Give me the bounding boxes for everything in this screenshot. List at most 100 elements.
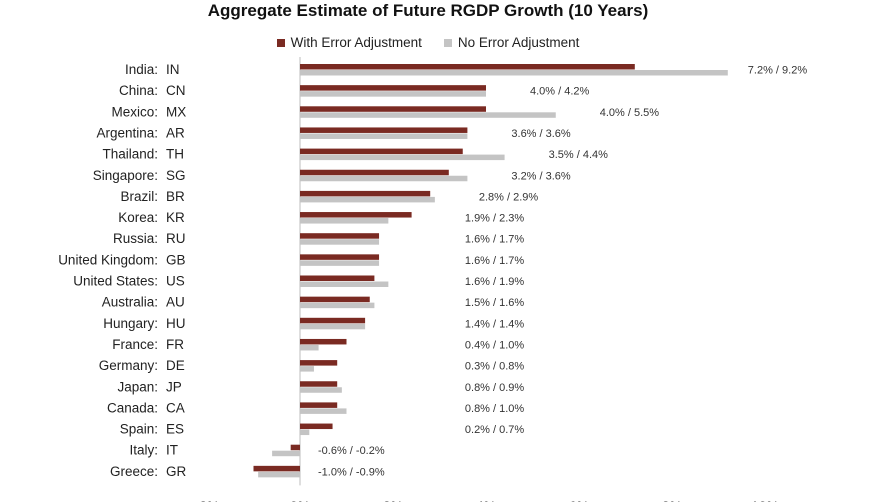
- data-label-in: 7.2% / 9.2%: [748, 65, 808, 77]
- category-code-br: BR: [166, 189, 185, 204]
- legend-label-no-error: No Error Adjustment: [457, 35, 580, 50]
- bar-with-error-es: [300, 423, 333, 430]
- x-tick-label: 4%: [476, 498, 496, 502]
- bar-no-error-us: [300, 281, 389, 287]
- bar-no-error-de: [300, 366, 314, 372]
- data-label-cn: 4.0% / 4.2%: [530, 86, 590, 98]
- bar-with-error-br: [300, 190, 431, 197]
- bar-no-error-kr: [300, 218, 389, 224]
- bar-no-error-gb: [300, 260, 380, 266]
- category-code-kr: KR: [166, 210, 185, 225]
- category-label-fr: France:: [112, 337, 158, 352]
- category-code-mx: MX: [166, 104, 186, 119]
- category-code-ar: AR: [166, 125, 185, 140]
- category-code-cn: CN: [166, 83, 186, 98]
- bar-with-error-it: [290, 444, 300, 451]
- legend-swatch-no-error: [443, 38, 452, 47]
- category-code-us: US: [166, 274, 185, 289]
- data-label-kr: 1.9% / 2.3%: [465, 213, 525, 225]
- bar-no-error-it: [272, 450, 300, 457]
- bar-with-error-gb: [300, 254, 380, 260]
- bar-no-error-ru: [300, 239, 380, 245]
- bar-with-error-de: [300, 360, 338, 366]
- data-label-mx: 4.0% / 5.5%: [600, 107, 660, 119]
- bar-with-error-fr: [300, 338, 347, 345]
- legend-swatch-with-error: [276, 38, 285, 47]
- data-label-th: 3.5% / 4.4%: [549, 149, 609, 161]
- x-tick-label: 2%: [383, 498, 403, 502]
- category-label-de: Germany:: [99, 358, 158, 373]
- category-label-in: India:: [125, 62, 158, 77]
- bar-with-error-au: [300, 296, 370, 303]
- data-label-sg: 3.2% / 3.6%: [511, 170, 571, 182]
- data-label-jp: 0.8% / 0.9%: [465, 382, 525, 394]
- bar-with-error-sg: [300, 169, 449, 176]
- category-label-mx: Mexico:: [111, 104, 158, 119]
- category-code-es: ES: [166, 422, 184, 437]
- legend-label-with-error: With Error Adjustment: [290, 35, 422, 50]
- bar-with-error-gr: [253, 465, 300, 472]
- bar-with-error-cn: [300, 85, 486, 91]
- bar-with-error-jp: [300, 381, 338, 387]
- legend: With Error Adjustment No Error Adjustmen…: [0, 35, 856, 50]
- category-label-au: Australia:: [102, 295, 158, 310]
- category-code-ru: RU: [166, 231, 186, 246]
- data-label-es: 0.2% / 0.7%: [465, 424, 525, 436]
- data-label-fr: 0.4% / 1.0%: [465, 339, 525, 351]
- x-tick-label: 0%: [290, 498, 310, 502]
- category-code-jp: JP: [166, 379, 182, 394]
- category-code-au: AU: [166, 295, 185, 310]
- bar-no-error-mx: [300, 112, 556, 118]
- category-code-fr: FR: [166, 337, 184, 352]
- category-label-ru: Russia:: [113, 231, 158, 246]
- category-label-sg: Singapore:: [93, 168, 158, 183]
- data-label-gr: -1.0% / -0.9%: [318, 466, 385, 478]
- bar-with-error-us: [300, 275, 375, 281]
- category-label-gb: United Kingdom:: [58, 252, 158, 267]
- bar-with-error-ca: [300, 402, 338, 408]
- data-label-us: 1.6% / 1.9%: [465, 276, 525, 288]
- bar-with-error-kr: [300, 212, 412, 218]
- category-code-th: TH: [166, 147, 184, 162]
- category-label-it: Italy:: [129, 443, 158, 458]
- category-label-es: Spain:: [120, 422, 158, 437]
- legend-item-no-error: No Error Adjustment: [443, 35, 580, 50]
- category-code-de: DE: [166, 358, 185, 373]
- data-label-ar: 3.6% / 3.6%: [511, 128, 571, 140]
- data-label-hu: 1.4% / 1.4%: [465, 318, 525, 330]
- category-label-cn: China:: [119, 83, 158, 98]
- bar-with-error-mx: [300, 106, 486, 112]
- x-tick-label: 6%: [569, 498, 589, 502]
- bar-no-error-hu: [300, 323, 366, 330]
- category-label-ar: Argentina:: [96, 125, 158, 140]
- data-label-ru: 1.6% / 1.7%: [465, 234, 525, 246]
- category-label-gr: Greece:: [110, 464, 158, 479]
- category-code-gr: GR: [166, 464, 187, 479]
- bar-no-error-fr: [300, 344, 319, 351]
- category-label-ca: Canada:: [107, 400, 158, 415]
- bar-no-error-br: [300, 196, 435, 203]
- bar-no-error-au: [300, 302, 375, 309]
- category-code-sg: SG: [166, 168, 186, 183]
- bar-with-error-ar: [300, 127, 468, 133]
- category-label-jp: Japan:: [117, 379, 158, 394]
- data-label-au: 1.5% / 1.6%: [465, 297, 525, 309]
- chart-title: Aggregate Estimate of Future RGDP Growth…: [207, 1, 649, 20]
- category-label-br: Brazil:: [120, 189, 158, 204]
- x-tick-label: 8%: [662, 498, 682, 502]
- data-label-de: 0.3% / 0.8%: [465, 361, 525, 373]
- bar-no-error-es: [300, 429, 310, 436]
- bar-with-error-hu: [300, 317, 366, 324]
- category-label-us: United States:: [73, 274, 158, 289]
- legend-item-with-error: With Error Adjustment: [276, 35, 422, 50]
- category-code-in: IN: [166, 62, 180, 77]
- data-label-gb: 1.6% / 1.7%: [465, 255, 525, 267]
- data-label-ca: 0.8% / 1.0%: [465, 403, 525, 415]
- category-label-th: Thailand:: [102, 147, 158, 162]
- bar-no-error-sg: [300, 175, 468, 182]
- bar-no-error-cn: [300, 91, 486, 97]
- bar-no-error-ar: [300, 133, 468, 139]
- category-code-it: IT: [166, 443, 178, 458]
- data-label-br: 2.8% / 2.9%: [479, 191, 539, 203]
